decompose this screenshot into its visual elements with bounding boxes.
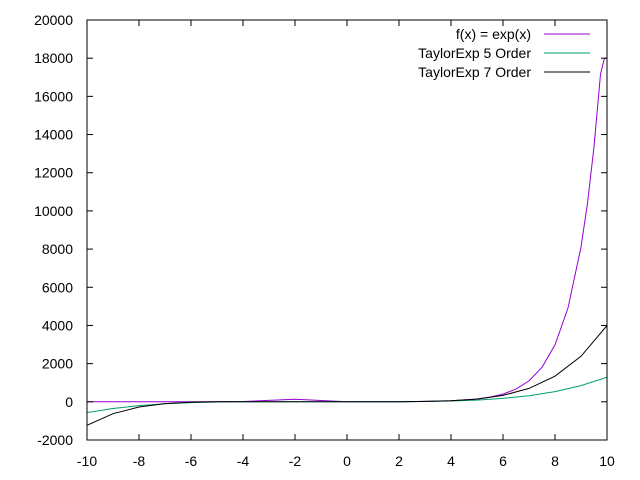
y-tick-label: -2000 <box>37 432 73 448</box>
series-line-3 <box>87 325 607 426</box>
y-tick-label: 10000 <box>34 203 73 219</box>
series-line-2 <box>87 376 607 414</box>
legend-label: f(x) = exp(x) <box>456 26 531 42</box>
x-tick-label: -2 <box>289 453 302 469</box>
series-layer <box>87 57 607 426</box>
x-tick-label: -8 <box>133 453 146 469</box>
x-tick-label: 0 <box>343 453 351 469</box>
legend-label: TaylorExp 7 Order <box>418 64 531 80</box>
x-tick-label: 4 <box>447 453 455 469</box>
x-tick-label: 10 <box>599 453 615 469</box>
ticks-layer: -10 -8 -6 -4 -2 0 2 4 6 8 10 -2000 0 2000 4000 6000 8000… <box>34 12 615 469</box>
plot-frame <box>86 19 608 441</box>
y-tick-label: 14000 <box>34 127 73 143</box>
x-tick-label: 6 <box>499 453 507 469</box>
y-tick-label: 12000 <box>34 165 73 181</box>
y-tick-label: 18000 <box>34 50 73 66</box>
y-tick-label: 2000 <box>42 356 73 372</box>
y-tick-label: 6000 <box>42 279 73 295</box>
y-tick-label: 4000 <box>42 317 73 333</box>
y-tick-label: 8000 <box>42 241 73 257</box>
y-tick-label: 16000 <box>34 88 73 104</box>
x-tick-label: -6 <box>185 453 198 469</box>
series-line-1 <box>87 57 607 403</box>
x-tick-label: -4 <box>237 453 250 469</box>
x-tick-label: -10 <box>77 453 97 469</box>
x-tick-label: 2 <box>395 453 403 469</box>
y-tick-label: 20000 <box>34 12 73 28</box>
x-tick-label: 8 <box>551 453 559 469</box>
legend: f(x) = exp(x) TaylorExp 5 Order TaylorExp … <box>418 26 590 80</box>
legend-label: TaylorExp 5 Order <box>418 45 531 61</box>
y-tick-label: 0 <box>65 394 73 410</box>
